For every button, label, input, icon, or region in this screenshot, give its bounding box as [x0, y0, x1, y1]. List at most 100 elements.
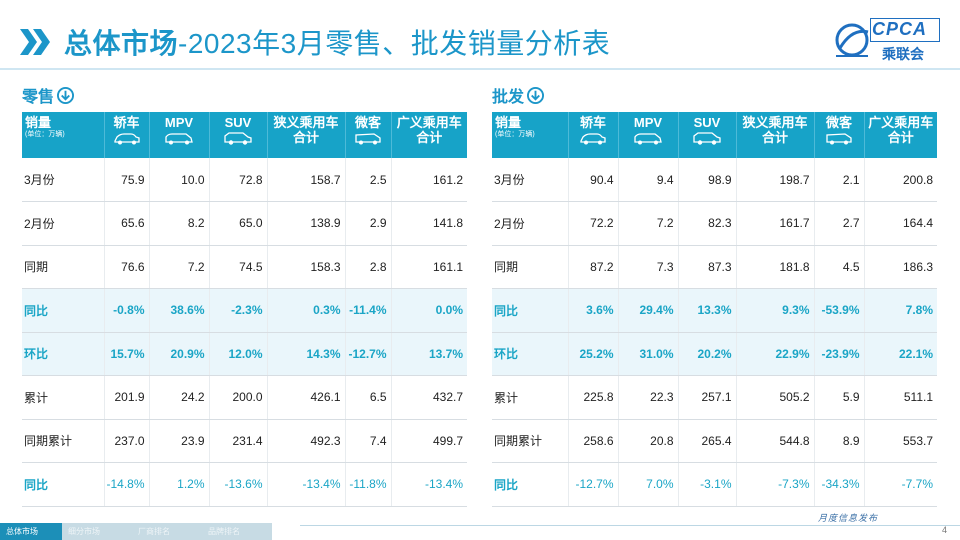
table-cell: 7.0% — [618, 462, 679, 507]
table-cell: 15.7% — [104, 332, 150, 376]
table-row: 同期累计 237.0 23.9 231.4 492.3 7.4 499.7 — [22, 419, 467, 463]
table-row: 同比 -12.7% 7.0% -3.1% -7.3% -34.3% -7.7% — [492, 462, 937, 507]
table-cell: 0.0% — [391, 288, 467, 333]
table-cell: -23.9% — [814, 332, 865, 376]
divider — [0, 68, 960, 70]
col-header-minivan: 微客 — [814, 112, 865, 158]
tab-overall-market[interactable]: 总体市场 — [0, 523, 62, 540]
table-cell: 98.9 — [678, 158, 737, 202]
footer: 总体市场 细分市场 厂商排名 品牌排名 月度信息发布 4 — [0, 513, 960, 540]
arrow-down-circle-icon — [57, 86, 75, 104]
table-cell: 1.2% — [149, 462, 210, 507]
globe-icon — [835, 23, 869, 57]
table-row: 3月份 90.4 9.4 98.9 198.7 2.1 200.8 — [492, 158, 937, 202]
table-cell: 8.9 — [814, 419, 865, 463]
suv-icon — [224, 132, 252, 145]
table-cell: 186.3 — [864, 245, 937, 289]
table-cell: 161.7 — [736, 201, 815, 246]
double-chevron-icon — [20, 29, 54, 55]
row-label: 同比 — [492, 288, 569, 333]
col-header-sedan: 轿车 — [104, 112, 150, 158]
table-row: 同比 3.6% 29.4% 13.3% 9.3% -53.9% 7.8% — [492, 288, 937, 333]
page-title: 总体市场-2023年3月零售、批发销量分析表 — [64, 22, 610, 62]
minivan-icon — [355, 133, 381, 145]
table-cell: -0.8% — [104, 288, 150, 333]
table-cell: 426.1 — [267, 375, 346, 420]
table-cell: -3.1% — [678, 462, 737, 507]
tab-maker-ranking[interactable]: 厂商排名 — [132, 523, 202, 540]
table-cell: 201.9 — [104, 375, 150, 420]
table-cell: 14.3% — [267, 332, 346, 376]
table-cell: 72.2 — [568, 201, 619, 246]
tab-brand-ranking[interactable]: 品牌排名 — [202, 523, 272, 540]
table-cell: 65.0 — [209, 201, 268, 246]
table-row: 同期 87.2 7.3 87.3 181.8 4.5 186.3 — [492, 245, 937, 289]
minivan-icon — [826, 133, 852, 145]
retail-table: 销量 (单位：万辆) 轿车 MPV SUV 狭义乘用车合计 微客 广义乘用车合计 … — [22, 112, 467, 507]
table-cell: 200.8 — [864, 158, 937, 202]
table-cell: 24.2 — [149, 375, 210, 420]
table-cell: 65.6 — [104, 201, 150, 246]
table-cell: -13.6% — [209, 462, 268, 507]
col-header-corner: 销量 (单位：万辆) — [22, 112, 105, 158]
row-label: 同期累计 — [492, 419, 569, 463]
table-cell: -13.4% — [267, 462, 346, 507]
col-header-suv: SUV — [678, 112, 737, 158]
arrow-down-circle-icon — [527, 86, 545, 104]
table-cell: 225.8 — [568, 375, 619, 420]
table-cell: 2.9 — [345, 201, 392, 246]
col-header-broad-total: 广义乘用车合计 — [864, 112, 937, 158]
wholesale-section: 批发 销量 (单位：万辆) 轿车 MPV SUV 狭义乘用车合计 微客 广义乘用车… — [492, 82, 937, 507]
table-cell: 25.2% — [568, 332, 619, 376]
row-label: 同比 — [22, 462, 105, 507]
table-header-row: 销量 (单位：万辆) 轿车 MPV SUV 狭义乘用车合计 微客 广义乘用车合计 — [492, 112, 937, 158]
tab-segment-market[interactable]: 细分市场 — [62, 523, 132, 540]
table-cell: 20.8 — [618, 419, 679, 463]
table-cell: 31.0% — [618, 332, 679, 376]
table-cell: 5.9 — [814, 375, 865, 420]
logo-text: CPCA — [872, 19, 928, 39]
table-cell: 0.3% — [267, 288, 346, 333]
col-header-sedan: 轿车 — [568, 112, 619, 158]
logo-box — [870, 18, 940, 42]
table-cell: 22.1% — [864, 332, 937, 376]
table-row: 累计 201.9 24.2 200.0 426.1 6.5 432.7 — [22, 375, 467, 420]
table-cell: 181.8 — [736, 245, 815, 289]
table-cell: 161.1 — [391, 245, 467, 289]
table-cell: 7.3 — [618, 245, 679, 289]
table-cell: -12.7% — [568, 462, 619, 507]
table-cell: 82.3 — [678, 201, 737, 246]
table-cell: 22.9% — [736, 332, 815, 376]
table-cell: 237.0 — [104, 419, 150, 463]
col-header-broad-total: 广义乘用车合计 — [391, 112, 467, 158]
table-cell: 492.3 — [267, 419, 346, 463]
title-bold: 总体市场 — [64, 28, 179, 59]
title-rest: -2023年3月零售、批发销量分析表 — [178, 28, 611, 59]
table-cell: -7.7% — [864, 462, 937, 507]
table-cell: 2.1 — [814, 158, 865, 202]
sedan-icon — [580, 133, 606, 145]
row-label: 同期 — [492, 245, 569, 289]
table-cell: 9.4 — [618, 158, 679, 202]
table-cell: 76.6 — [104, 245, 150, 289]
table-cell: 8.2 — [149, 201, 210, 246]
table-cell: 7.2 — [149, 245, 210, 289]
table-cell: 265.4 — [678, 419, 737, 463]
table-cell: 258.6 — [568, 419, 619, 463]
row-label: 3月份 — [492, 158, 569, 202]
page-number: 4 — [942, 525, 948, 535]
table-cell: 22.3 — [618, 375, 679, 420]
table-cell: 432.7 — [391, 375, 467, 420]
table-cell: -13.4% — [391, 462, 467, 507]
table-cell: 75.9 — [104, 158, 150, 202]
table-cell: 87.3 — [678, 245, 737, 289]
table-cell: 511.1 — [864, 375, 937, 420]
table-cell: 4.5 — [814, 245, 865, 289]
mpv-icon — [165, 133, 193, 145]
wholesale-body: 3月份 90.4 9.4 98.9 198.7 2.1 200.8 2月份 72.2 7.2 82.… — [492, 158, 937, 507]
table-cell: -12.7% — [345, 332, 392, 376]
table-cell: 158.7 — [267, 158, 346, 202]
footer-slogan: 月度信息发布 — [818, 513, 879, 523]
table-cell: 72.8 — [209, 158, 268, 202]
col-header-suv: SUV — [209, 112, 268, 158]
